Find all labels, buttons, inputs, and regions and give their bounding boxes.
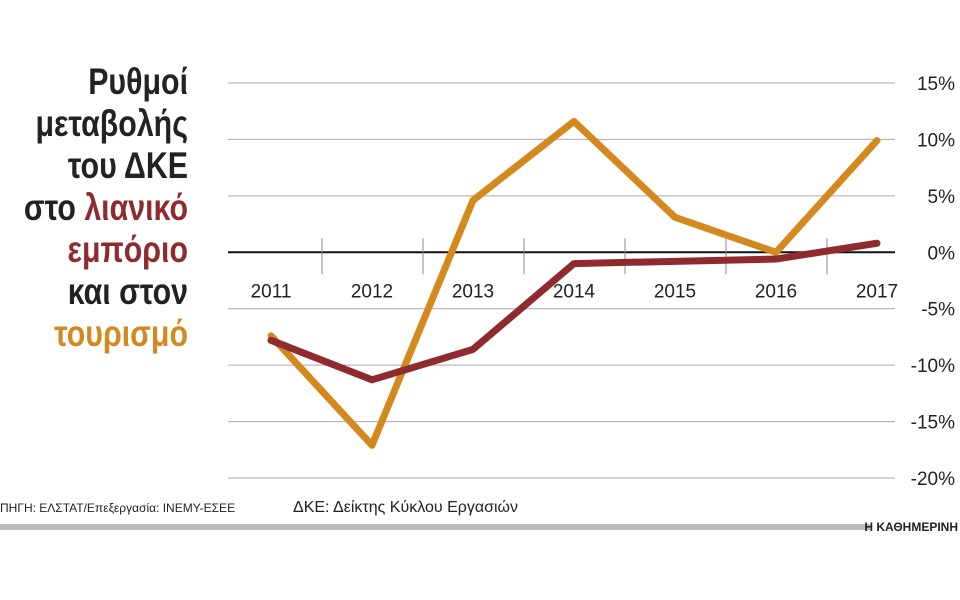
chart-title: εμπόριο — [68, 229, 188, 271]
chart-title: τουρισμό — [54, 313, 188, 355]
title-line: και στον — [68, 271, 188, 313]
footer-bar — [0, 524, 870, 530]
title-segment: και στον — [68, 271, 188, 313]
x-tick-label: 2011 — [251, 281, 292, 302]
x-tick-label: 2015 — [654, 281, 696, 302]
x-tick-label: 2016 — [755, 281, 797, 302]
y-tick-label: 15% — [917, 74, 955, 95]
chart-title: Ρυθμοί — [88, 61, 188, 103]
x-tick-label: 2013 — [452, 281, 494, 302]
title-segment: Ρυθμοί — [88, 61, 188, 103]
chart-title: μεταβολής — [35, 103, 188, 145]
series-line — [267, 239, 881, 384]
title-segment: τουρισμό — [54, 313, 188, 355]
title-segment: στο — [24, 187, 84, 229]
title-line: του ΔΚΕ — [68, 145, 188, 187]
y-tick-label: -5% — [921, 300, 955, 321]
title-line: Ρυθμοί — [88, 61, 188, 103]
chart-title: και στον — [68, 271, 188, 313]
y-tick-label: 10% — [917, 130, 955, 151]
source: ΠΗΓΗ: ΕΛΣΤΑΤ/Επεξεργασία: ΙΝΕΜΥ-ΕΣΕΕ — [0, 501, 235, 515]
title-line: τουρισμό — [54, 313, 188, 355]
title-segment: μεταβολής — [35, 103, 188, 145]
title-line: μεταβολής — [35, 103, 188, 145]
chart-title: στο λιανικό — [24, 187, 188, 229]
title-segment: εμπόριο — [68, 229, 188, 271]
y-tick-label: -10% — [911, 356, 955, 377]
y-tick-label: 0% — [928, 243, 956, 264]
x-tick-label: 2012 — [351, 281, 393, 302]
publisher: Η ΚΑΘΗΜΕΡΙΝΗ — [864, 520, 958, 534]
chart-title: του ΔΚΕ — [68, 145, 188, 187]
y-tick-label: -15% — [911, 413, 955, 434]
y-tick-label: -20% — [911, 469, 955, 490]
x-tick-label: 2014 — [553, 281, 596, 302]
series-line — [267, 117, 881, 449]
title-segment: λιανικό — [84, 187, 188, 229]
title-line: στο λιανικό — [24, 187, 188, 229]
title-segment: του ΔΚΕ — [68, 145, 188, 187]
title-line: εμπόριο — [68, 229, 188, 271]
y-tick-label: 5% — [928, 187, 956, 208]
note: ΔΚΕ: Δείκτης Κύκλου Εργασιών — [293, 499, 518, 516]
x-tick-label: 2017 — [856, 281, 898, 302]
